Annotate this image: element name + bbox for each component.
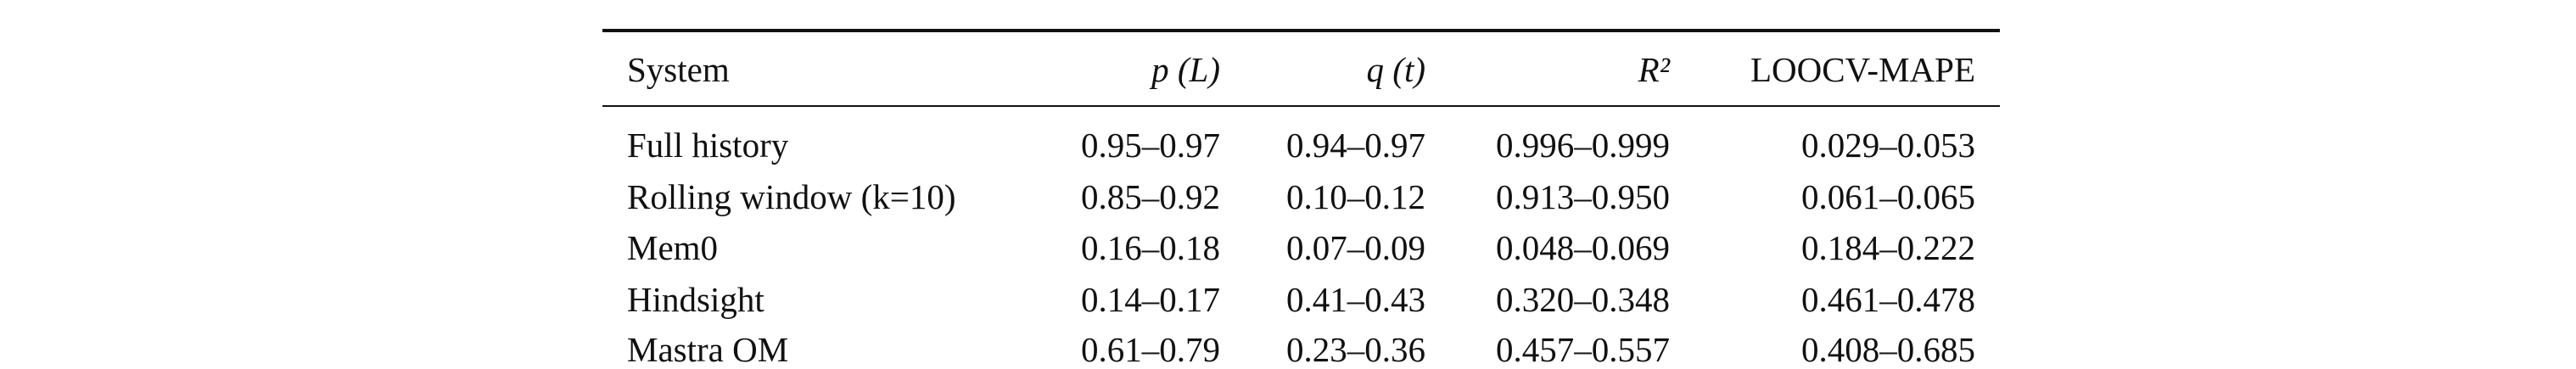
table-cell: 0.85–0.92 <box>1081 177 1220 216</box>
header-rule <box>602 105 2000 107</box>
system-name: Mastra OM <box>627 330 789 369</box>
table-cell: 0.23–0.36 <box>1286 330 1425 369</box>
table-cell: 0.996–0.999 <box>1496 126 1670 165</box>
table-cell: 0.16–0.18 <box>1081 228 1220 267</box>
table-cell: 0.461–0.478 <box>1801 280 1975 319</box>
table-cell: 0.061–0.065 <box>1801 177 1975 216</box>
system-name: Hindsight <box>627 280 764 319</box>
table-cell: 0.029–0.053 <box>1801 126 1975 165</box>
column-header: System <box>627 50 730 89</box>
table-cell: 0.41–0.43 <box>1286 280 1425 319</box>
column-header: LOOCV-MAPE <box>1750 50 1975 89</box>
table-cell: 0.94–0.97 <box>1286 126 1425 165</box>
table-cell: 0.61–0.79 <box>1081 330 1220 369</box>
table-cell: 0.14–0.17 <box>1081 280 1220 319</box>
table-cell: 0.320–0.348 <box>1496 280 1670 319</box>
table-cell: 0.10–0.12 <box>1286 177 1425 216</box>
table-cell: 0.07–0.09 <box>1286 228 1425 267</box>
table-cell: 0.95–0.97 <box>1081 126 1220 165</box>
top-rule <box>602 29 2000 32</box>
table-cell: 0.048–0.069 <box>1496 228 1670 267</box>
system-name: Rolling window (k=10) <box>627 177 956 216</box>
column-header: p (L) <box>1151 50 1220 89</box>
table-cell: 0.408–0.685 <box>1801 330 1975 369</box>
table-cell: 0.457–0.557 <box>1496 330 1670 369</box>
table-cell: 0.913–0.950 <box>1496 177 1670 216</box>
column-header: q (t) <box>1366 50 1425 89</box>
system-name: Mem0 <box>627 228 719 267</box>
column-header: R² <box>1638 50 1670 89</box>
system-name: Full history <box>627 126 789 165</box>
table-cell: 0.184–0.222 <box>1801 228 1975 267</box>
